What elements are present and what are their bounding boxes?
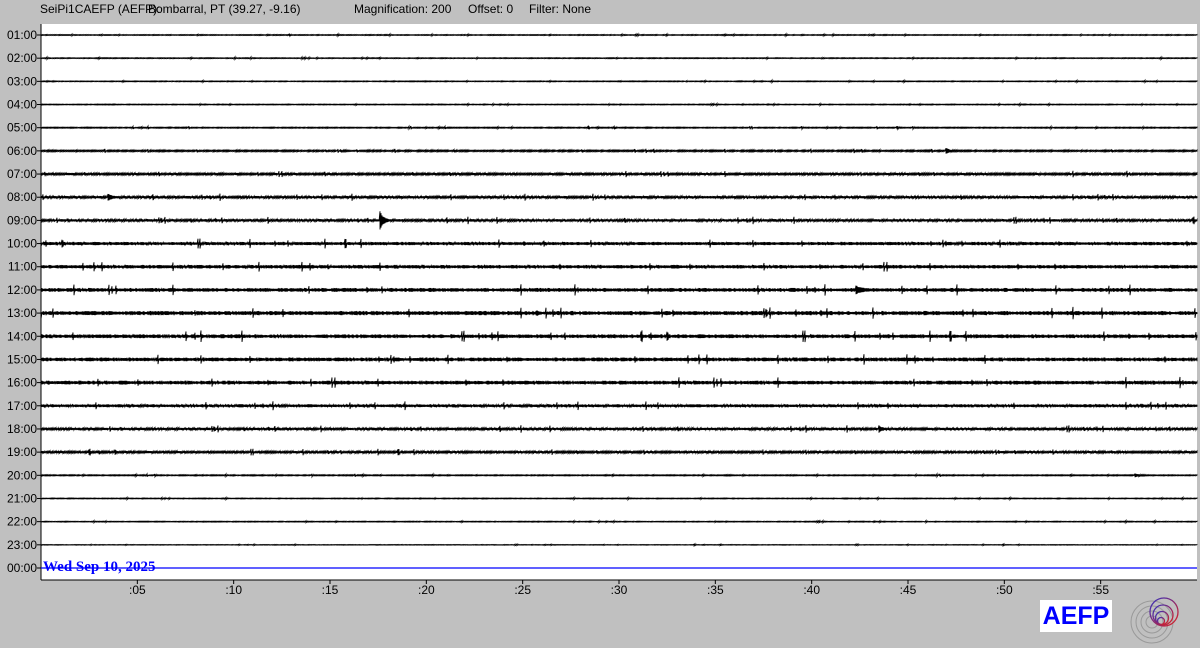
seismic-trace (40, 472, 1198, 479)
station-location: Bombarral, PT (39.27, -9.16) (148, 2, 301, 16)
row-label: 16:00 (7, 376, 37, 390)
row-label: 17:00 (7, 399, 37, 413)
row-label: 03:00 (7, 74, 37, 88)
row-label: 18:00 (7, 422, 37, 436)
seismic-trace (40, 448, 1198, 456)
header: SeiPi1CAEFP (AEFP): Bombarral, PT (39.27… (0, 2, 591, 86)
row-label: 19:00 (7, 445, 37, 459)
seismic-trace (40, 306, 1198, 320)
x-tick-label: :10 (225, 583, 242, 597)
seismic-trace (40, 193, 1198, 201)
seismic-trace (40, 32, 1198, 38)
seismic-trace (40, 211, 1198, 230)
x-tick-label: :55 (1092, 583, 1109, 597)
seismic-trace (40, 170, 1198, 178)
x-tick-label: :15 (322, 583, 339, 597)
row-label: 05:00 (7, 121, 37, 135)
row-label: 13:00 (7, 306, 37, 320)
row-label: 01:00 (7, 28, 37, 42)
seismic-rings-logo (1130, 597, 1179, 644)
row-label: 12:00 (7, 283, 37, 297)
seismic-trace (40, 354, 1198, 365)
row-label: 15:00 (7, 352, 37, 366)
plot-area (41, 24, 1197, 580)
seismic-trace (40, 542, 1198, 548)
row-label: 10:00 (7, 237, 37, 251)
magnification: Magnification: 200 (354, 2, 452, 16)
row-label: 23:00 (7, 538, 37, 552)
row-label: 09:00 (7, 213, 37, 227)
x-tick-label: :05 (129, 583, 146, 597)
seismic-trace (40, 495, 1198, 502)
seismic-trace (40, 376, 1198, 389)
seismic-trace (40, 261, 1198, 272)
seismic-trace (40, 78, 1198, 85)
offset: Offset: 0 (468, 2, 514, 16)
seismic-trace (40, 124, 1198, 131)
x-tick-label: :20 (418, 583, 435, 597)
seismic-trace (40, 518, 1198, 525)
seismic-trace (40, 330, 1198, 343)
filter: Filter: None (529, 2, 592, 16)
row-label: 00:00 (7, 561, 37, 575)
date-label: Wed Sep 10, 2025 (43, 559, 156, 575)
row-label: 04:00 (7, 98, 37, 112)
x-tick-label: :50 (996, 583, 1013, 597)
x-tick-label: :30 (611, 583, 628, 597)
x-tick-label: :25 (514, 583, 531, 597)
row-label: 11:00 (8, 260, 37, 274)
seismic-trace (40, 425, 1198, 433)
station-name: SeiPi1CAEFP (AEFP): (40, 2, 161, 16)
row-label: 08:00 (7, 190, 37, 204)
x-tick-label: :40 (803, 583, 820, 597)
row-label: 06:00 (7, 144, 37, 158)
row-label: 07:00 (7, 167, 37, 181)
row-label: 22:00 (7, 515, 37, 529)
row-label: 14:00 (7, 329, 37, 343)
x-tick-label: :35 (707, 583, 724, 597)
helicorder-chart: 01:00 02:00 03:00 04:00 05:00 06:00 07:00 08:00… (7, 24, 1198, 597)
seismic-trace (40, 284, 1198, 296)
row-label: 02:00 (7, 51, 37, 65)
row-label: 20:00 (7, 468, 37, 482)
seismic-trace (40, 101, 1198, 108)
aefp-logo: AEFP (1040, 600, 1112, 632)
seismic-trace (40, 147, 1198, 154)
seismic-trace (40, 238, 1198, 249)
seismic-trace (40, 55, 1198, 61)
seismic-trace (40, 401, 1198, 411)
row-label: 21:00 (7, 491, 37, 505)
x-tick-label: :45 (900, 583, 917, 597)
